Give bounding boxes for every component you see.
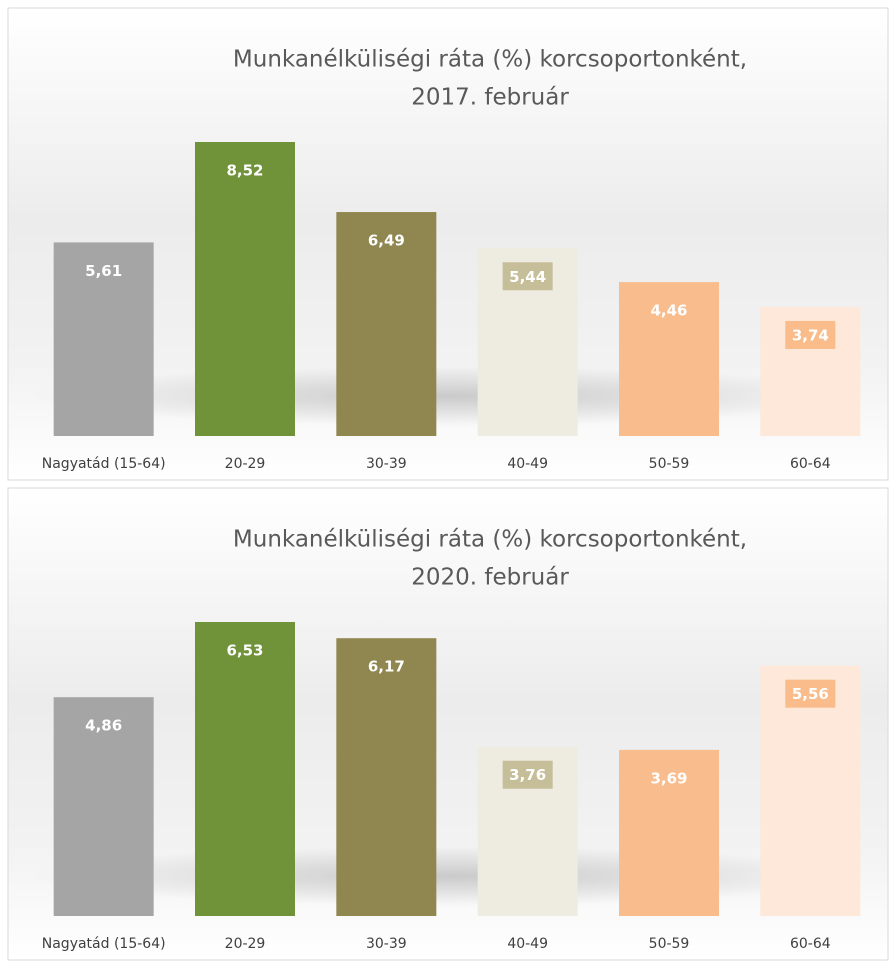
x-tick-label: 20-29 bbox=[225, 456, 266, 472]
bar bbox=[619, 282, 719, 436]
bar bbox=[195, 142, 295, 436]
x-tick-label: 30-39 bbox=[366, 936, 407, 952]
label-box bbox=[785, 679, 836, 708]
x-tick-label: 60-64 bbox=[790, 456, 831, 472]
floor-shadow bbox=[28, 366, 868, 426]
x-tick-label: 20-29 bbox=[225, 936, 266, 952]
data-label: 3,69 bbox=[650, 769, 687, 787]
data-label: 5,44 bbox=[509, 268, 546, 286]
x-tick-label: 50-59 bbox=[649, 936, 690, 952]
bar bbox=[195, 622, 295, 916]
data-label: 3,76 bbox=[509, 766, 546, 784]
data-label: 6,53 bbox=[226, 642, 263, 660]
chart-title: 2017. február bbox=[411, 85, 569, 111]
data-label: 6,49 bbox=[368, 232, 405, 250]
label-box bbox=[785, 320, 836, 349]
x-tick-label: 30-39 bbox=[366, 456, 407, 472]
bar bbox=[336, 212, 437, 436]
data-label: 6,17 bbox=[368, 658, 405, 676]
x-tick-label: 40-49 bbox=[507, 456, 548, 472]
bar bbox=[336, 638, 437, 916]
data-label: 4,86 bbox=[85, 717, 122, 735]
bar bbox=[619, 749, 719, 916]
chart-title: Munkanélküliségi ráta (%) korcsoportonké… bbox=[233, 527, 747, 553]
label-box bbox=[502, 760, 553, 789]
x-tick-label: Nagyatád (15-64) bbox=[42, 936, 166, 952]
x-tick-label: 40-49 bbox=[507, 936, 548, 952]
bar bbox=[53, 242, 154, 436]
chart-title: Munkanélküliségi ráta (%) korcsoportonké… bbox=[233, 47, 747, 73]
x-tick-label: 60-64 bbox=[790, 936, 831, 952]
data-label: 3,74 bbox=[792, 326, 829, 344]
data-label: 5,61 bbox=[85, 262, 122, 280]
chart-title: 2020. február bbox=[411, 565, 569, 591]
data-label: 5,56 bbox=[792, 685, 829, 703]
label-box bbox=[502, 262, 553, 291]
data-label: 8,52 bbox=[226, 162, 263, 180]
x-tick-label: 50-59 bbox=[649, 456, 690, 472]
floor-shadow bbox=[28, 846, 868, 906]
bar bbox=[53, 697, 154, 916]
data-label: 4,46 bbox=[650, 302, 687, 320]
x-tick-label: Nagyatád (15-64) bbox=[42, 456, 166, 472]
